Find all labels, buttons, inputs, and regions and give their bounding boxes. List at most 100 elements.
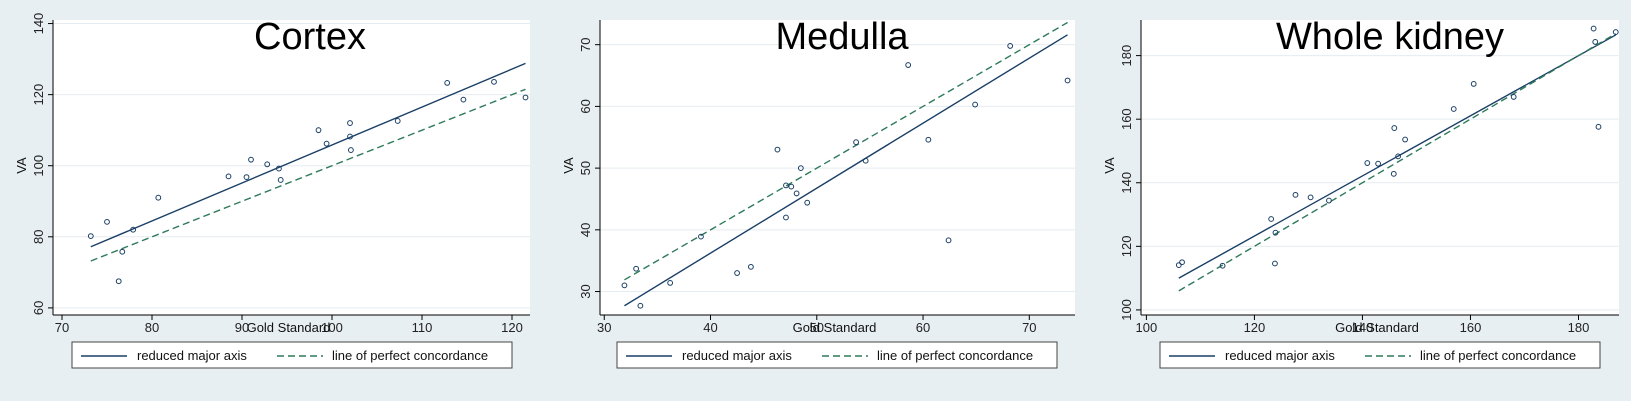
data-point <box>905 62 912 68</box>
data-point <box>1390 170 1397 177</box>
data-point <box>972 101 979 108</box>
x-tick-label: 60 <box>916 320 930 335</box>
x-tick-label: 70 <box>55 320 69 335</box>
y-tick-label: 60 <box>578 99 593 113</box>
x-tick-label: 50 <box>810 320 824 335</box>
y-tick-label: 100 <box>1119 299 1134 321</box>
data-point <box>747 263 754 270</box>
chart-title: Whole kidney <box>1276 16 1504 58</box>
data-point <box>347 120 353 126</box>
x-axis-label: Gold Standard <box>1335 320 1419 335</box>
data-point <box>243 174 250 180</box>
chart-panel-1: 30 40 50 60 70 30 40 50 60 70 Gold Standard VA Medul… <box>561 16 1075 369</box>
data-point <box>667 280 674 286</box>
data-point <box>522 94 529 101</box>
data-point <box>155 194 162 201</box>
data-point <box>1590 25 1597 32</box>
x-tick-label: 100 <box>321 320 343 335</box>
rma-line <box>90 62 526 248</box>
x-tick-label: 100 <box>1136 320 1158 335</box>
x-tick-label: 80 <box>145 320 159 335</box>
legend-box <box>1159 341 1601 369</box>
data-point <box>130 226 137 233</box>
y-tick-label: 70 <box>578 37 593 51</box>
chart-panel-2: 100 120 140 160 180 100 120 140 160 180 Gold Stand… <box>1102 16 1619 369</box>
y-tick-label: 120 <box>1119 235 1134 257</box>
legend: reduced major axis line of perfect concor… <box>71 341 513 369</box>
data-point <box>633 265 640 272</box>
y-tick-label: 140 <box>31 13 46 35</box>
data-point <box>460 96 467 103</box>
y-axis-label: VA <box>1102 157 1117 174</box>
data-point <box>1612 29 1619 35</box>
y-tick-label: 100 <box>31 155 46 177</box>
x-tick-label: 110 <box>412 320 433 335</box>
chart-title: Medulla <box>775 16 909 58</box>
data-point <box>444 80 451 86</box>
legend-label-rma: reduced major axis <box>682 348 792 363</box>
y-tick-label: 140 <box>1119 172 1134 194</box>
concordance-line <box>1178 33 1617 292</box>
plot-area <box>53 20 530 315</box>
y-tick-label: 30 <box>578 284 593 298</box>
y-tick-label: 120 <box>31 84 46 106</box>
data-point <box>783 182 789 189</box>
x-axis-label: Gold Standard <box>247 320 331 335</box>
data-point <box>1179 259 1185 266</box>
x-tick-label: 160 <box>1460 320 1482 335</box>
legend-label-concordance: line of perfect concordance <box>877 348 1033 363</box>
data-point <box>1595 123 1602 130</box>
y-tick-label: 160 <box>1119 108 1134 130</box>
data-point <box>1470 80 1477 87</box>
plot-area <box>600 20 1075 315</box>
y-tick-label: 180 <box>1119 45 1134 67</box>
data-point <box>698 233 704 240</box>
data-point <box>277 177 284 183</box>
data-point <box>225 173 232 180</box>
data-point <box>1364 160 1371 166</box>
data-point <box>1395 153 1401 160</box>
data-point <box>1064 77 1071 84</box>
data-point <box>925 136 932 143</box>
data-point <box>276 165 282 172</box>
data-point <box>793 190 800 197</box>
data-point <box>862 157 869 164</box>
data-point <box>315 127 322 134</box>
x-tick-label: 30 <box>597 320 611 335</box>
data-point <box>1272 260 1278 267</box>
legend-label-concordance: line of perfect concordance <box>1420 348 1576 363</box>
y-tick-label: 60 <box>31 301 46 315</box>
x-tick-label: 120 <box>501 320 523 335</box>
y-axis-label: VA <box>14 157 29 174</box>
x-tick-label: 70 <box>1022 320 1036 335</box>
data-point <box>248 156 254 163</box>
legend-box <box>616 341 1058 369</box>
data-point <box>1268 216 1275 222</box>
data-point <box>104 218 110 225</box>
legend: reduced major axis line of perfect concor… <box>1159 341 1601 369</box>
data-point <box>347 133 353 140</box>
data-point <box>1592 39 1599 45</box>
data-point <box>774 146 781 153</box>
data-point <box>348 147 354 153</box>
data-point <box>115 278 122 285</box>
x-tick-label: 120 <box>1244 320 1266 335</box>
data-point <box>1402 136 1409 143</box>
data-point <box>1307 194 1314 201</box>
data-point <box>1219 262 1226 269</box>
data-point <box>621 282 628 289</box>
data-point <box>264 161 271 168</box>
data-point <box>734 270 740 276</box>
data-point <box>1272 229 1279 236</box>
data-point <box>1375 160 1382 167</box>
chart-title: Cortex <box>254 16 366 58</box>
rma-line <box>1178 34 1617 279</box>
legend-label-rma: reduced major axis <box>137 348 247 363</box>
legend-box <box>71 341 513 369</box>
data-point <box>119 248 126 255</box>
y-tick-label: 80 <box>31 230 46 244</box>
data-point <box>323 140 330 147</box>
data-point <box>1510 94 1517 100</box>
x-axis-label: Gold Standard <box>793 320 877 335</box>
data-point <box>788 183 795 190</box>
